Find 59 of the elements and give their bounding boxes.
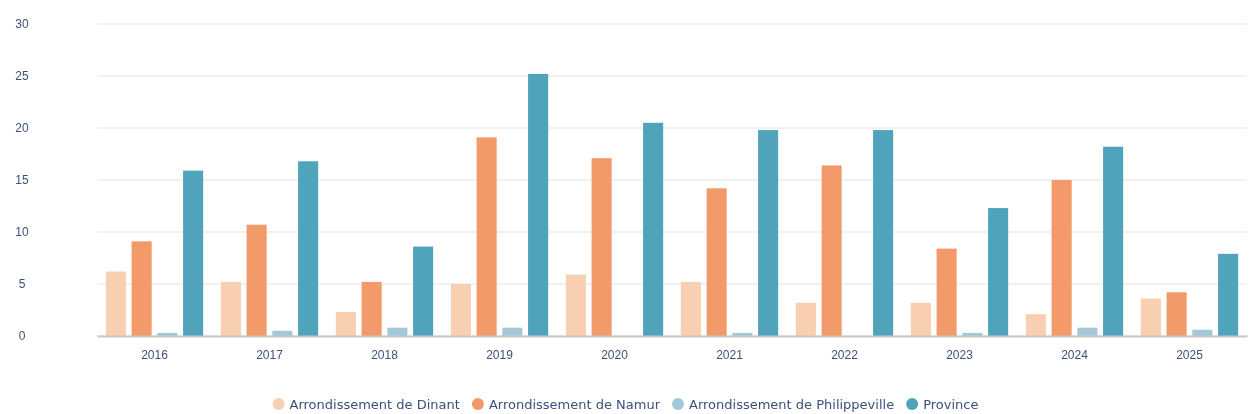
y-tick-label: 25 <box>15 69 29 84</box>
legend-label: Arrondissement de Philippeville <box>689 396 895 412</box>
bar <box>272 330 293 336</box>
y-tick-label: 5 <box>18 277 26 292</box>
legend-label: Arrondissement de Namur <box>488 396 661 412</box>
bar <box>298 161 319 336</box>
bar <box>1192 329 1213 336</box>
bar <box>706 188 727 336</box>
x-tick-label: 2020 <box>601 347 629 362</box>
x-tick-label: 2017 <box>256 347 284 362</box>
bar <box>528 73 549 336</box>
bar <box>220 281 241 336</box>
bar <box>157 332 178 336</box>
x-tick-label: 2023 <box>946 347 974 362</box>
bar <box>413 246 434 336</box>
x-tick-label: 2019 <box>486 347 514 362</box>
y-tick-label: 30 <box>15 17 29 32</box>
bar <box>387 327 408 336</box>
bar <box>1051 180 1072 336</box>
bar <box>131 241 152 336</box>
x-tick-label: 2024 <box>1061 347 1089 362</box>
y-tick-label: 0 <box>18 329 26 344</box>
x-tick-label: 2022 <box>831 347 859 362</box>
bar <box>988 208 1009 336</box>
x-tick-label: 2021 <box>716 347 744 362</box>
bar <box>936 248 957 336</box>
y-tick-label: 20 <box>15 121 29 136</box>
x-tick-label: 2016 <box>141 347 169 362</box>
bar <box>680 281 701 336</box>
bar <box>1166 292 1187 336</box>
bar <box>962 332 983 336</box>
bar <box>1077 327 1098 336</box>
bar <box>910 302 931 336</box>
bar <box>591 158 612 336</box>
bar <box>821 165 842 336</box>
bar <box>335 312 356 336</box>
bar <box>476 137 497 336</box>
x-tick-label: 2025 <box>1176 347 1204 362</box>
legend-label: Arrondissement de Dinant <box>289 396 460 412</box>
bar <box>1103 146 1124 336</box>
y-tick-label: 15 <box>15 173 29 188</box>
bar <box>565 274 586 336</box>
bar <box>873 130 894 336</box>
bar <box>502 327 523 336</box>
bar <box>361 281 382 336</box>
bar <box>450 284 471 336</box>
bar <box>643 122 664 336</box>
bar <box>732 332 753 336</box>
bar <box>1140 298 1161 336</box>
legend-label: Province <box>923 396 979 412</box>
bar <box>1218 253 1239 336</box>
bar <box>1025 314 1046 336</box>
bar <box>758 130 779 336</box>
y-tick-label: 10 <box>15 225 29 240</box>
x-tick-label: 2018 <box>371 347 399 362</box>
bar <box>105 271 126 336</box>
bar <box>183 170 204 336</box>
bar <box>795 302 816 336</box>
bar <box>246 224 267 336</box>
